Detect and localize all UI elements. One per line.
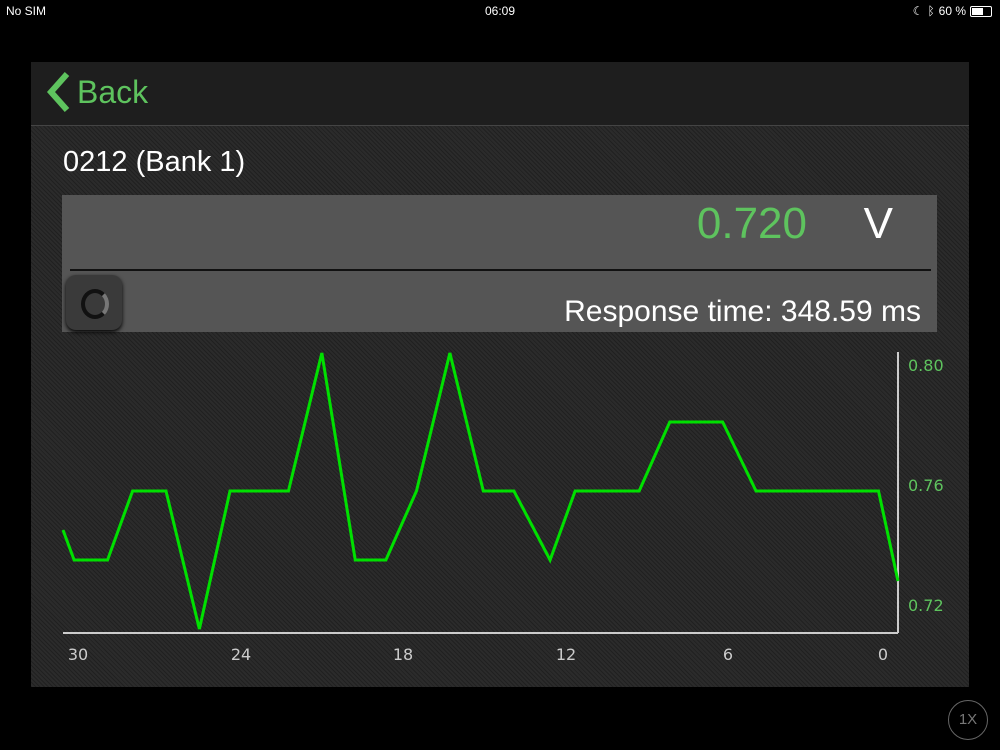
x-tick-label: 18 <box>393 645 413 664</box>
x-tick-label: 24 <box>231 645 251 664</box>
back-button[interactable]: Back <box>45 70 148 114</box>
y-tick-label: 0.72 <box>908 596 944 615</box>
status-bar: No SIM 06:09 ☾ ᛒ 60 % <box>0 0 1000 20</box>
carrier: No SIM <box>6 4 47 18</box>
value-box: 0.720 V Response time: 348.59 ms <box>62 195 937 332</box>
x-tick-label: 30 <box>68 645 88 664</box>
battery-percent: 60 % <box>938 4 966 18</box>
divider <box>70 269 931 271</box>
back-label: Back <box>77 73 149 110</box>
x-tick-label: 12 <box>556 645 576 664</box>
y-tick-label: 0.80 <box>908 356 944 375</box>
spinner-icon <box>81 289 109 319</box>
zoom-1x-button[interactable]: 1X <box>948 700 988 740</box>
nav-bar: Back <box>31 62 969 126</box>
y-tick-label: 0.76 <box>908 476 944 495</box>
chevron-left-icon <box>46 72 70 112</box>
response-time: Response time: 348.59 ms <box>564 295 921 328</box>
x-tick-label: 0 <box>878 645 888 664</box>
x-tick-label: 6 <box>723 645 733 664</box>
clock: 06:09 <box>484 4 516 18</box>
sensor-value: 0.720 <box>696 199 807 248</box>
sensor-title: 0212 (Bank 1) <box>63 146 246 178</box>
bluetooth-icon: ᛒ <box>927 4 935 18</box>
moon-icon: ☾ <box>912 4 924 18</box>
series-line <box>61 352 900 630</box>
sensor-unit: V <box>863 199 893 248</box>
refresh-button[interactable] <box>66 275 122 330</box>
battery-icon <box>970 5 992 17</box>
status-right: ☾ ᛒ 60 % <box>913 4 992 18</box>
